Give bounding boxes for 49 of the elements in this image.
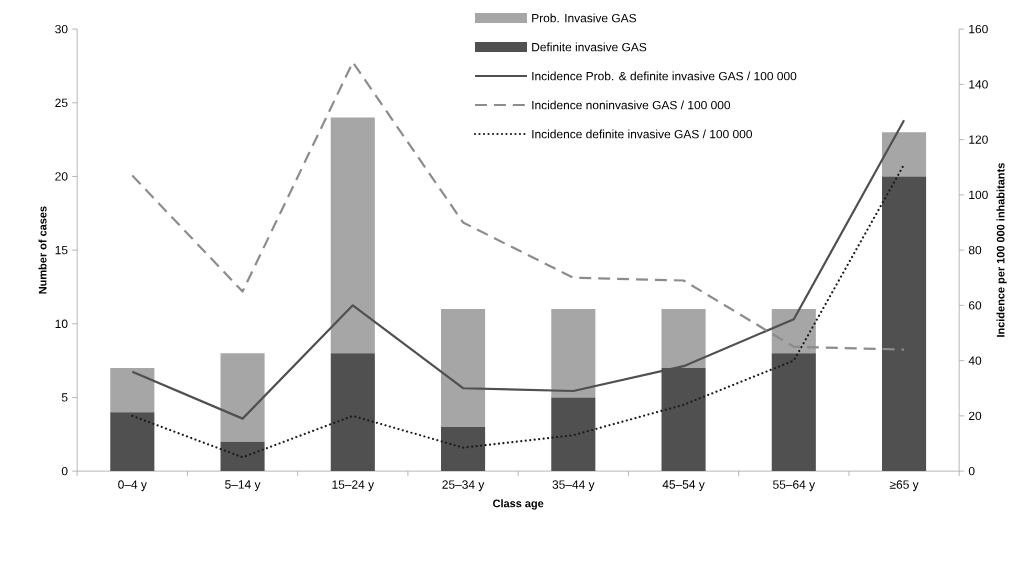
- y2-tick-label: 80: [968, 245, 982, 255]
- bar: [441, 426, 486, 472]
- bar: [882, 132, 927, 177]
- y2-tick-label: 100: [969, 190, 988, 200]
- legend-label: Prob. Invasive GAS: [532, 13, 637, 23]
- x-tick-label: 15–24 y: [332, 480, 375, 492]
- y-tick-label: 30: [55, 24, 68, 34]
- legend-label: Incidence definite invasive GAS / 100 000: [532, 129, 753, 139]
- legend-label: Incidence noninvasive GAS / 100 000: [532, 100, 731, 110]
- bar: [330, 353, 375, 472]
- bar: [110, 367, 155, 413]
- y-tick-label: 15: [55, 245, 68, 255]
- y2-tick-label: 160: [969, 24, 988, 34]
- bar: [661, 309, 706, 368]
- bar: [882, 176, 927, 472]
- bar: [771, 353, 816, 472]
- line-series: [131, 163, 906, 459]
- bar: [551, 397, 596, 472]
- legend-label: Definite invasive GAS: [532, 42, 647, 52]
- y2-tick-label: 0: [968, 466, 975, 476]
- y-tick-label: 25: [55, 98, 68, 107]
- line-series: [131, 61, 906, 351]
- legend-label: Incidence Prob. & definite invasive GAS / 100 000: [532, 71, 797, 81]
- y-axis-title: Number of cases: [38, 206, 47, 294]
- bar: [110, 412, 155, 472]
- x-axis-title: Class age: [493, 499, 544, 510]
- y2-tick-label: 120: [969, 135, 988, 144]
- x-tick-label: 0–4 y: [118, 480, 147, 492]
- y-tick-label: 0: [61, 466, 68, 476]
- bar: [220, 441, 265, 472]
- y2-tick-label: 60: [968, 301, 982, 310]
- x-tick-label: 35–44 y: [552, 480, 595, 492]
- x-tick-label: 5–14 y: [225, 480, 261, 492]
- y2-tick-label: 40: [968, 356, 982, 365]
- bar: [220, 353, 265, 442]
- x-tick-label: 25–34 y: [442, 480, 485, 492]
- y2-tick-label: 20: [968, 411, 982, 421]
- y-tick-label: 5: [61, 393, 68, 402]
- y2-axis-title: Incidence per 100 000 inhabitants: [996, 163, 1007, 337]
- x-tick-label: ≥65 y: [889, 480, 919, 492]
- bar: [330, 117, 375, 354]
- y2-tick-label: 140: [969, 80, 988, 89]
- bar: [551, 309, 596, 398]
- bar: [441, 309, 486, 427]
- y-tick-label: 10: [55, 319, 68, 328]
- x-tick-label: 55–64 y: [773, 480, 816, 492]
- x-tick-label: 45–54 y: [662, 480, 705, 492]
- bar: [771, 309, 816, 354]
- y-tick-label: 20: [55, 172, 68, 181]
